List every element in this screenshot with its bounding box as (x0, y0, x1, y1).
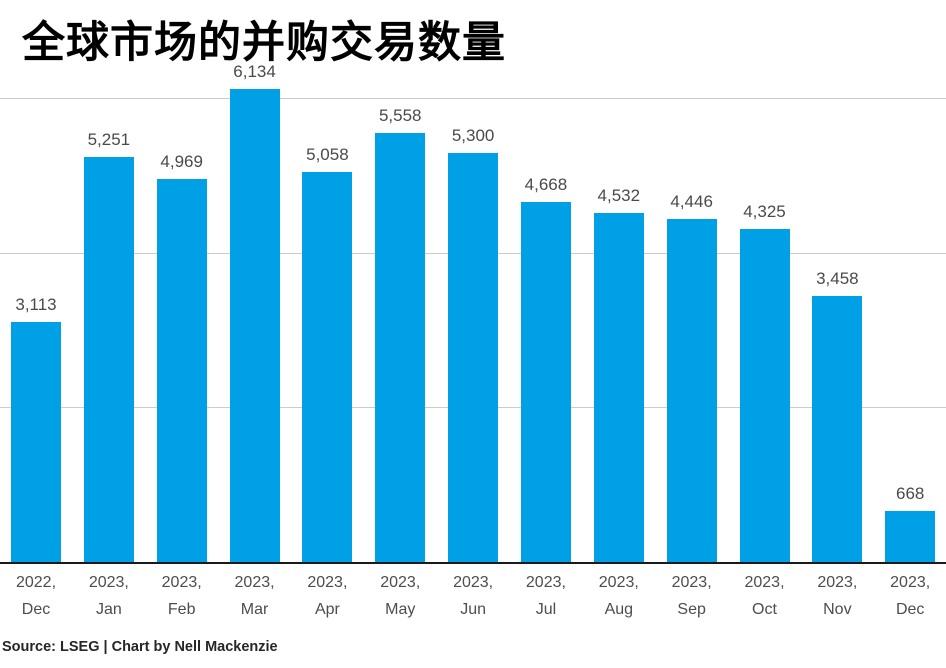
bar-value-label: 4,668 (524, 175, 568, 195)
x-axis-line (0, 562, 946, 564)
x-axis-label: 2023, Aug (598, 574, 639, 618)
bar-2023-apr (302, 172, 353, 563)
bar-2023-mar (229, 88, 280, 563)
bar-2023-feb (156, 178, 207, 563)
x-axis-label: 2023, Oct (744, 574, 785, 618)
bar-2023-jun (448, 153, 499, 563)
bar-2022-dec (11, 322, 61, 563)
bar-value-label: 3,113 (15, 295, 57, 315)
x-axis-label: 2023, Apr (307, 574, 348, 618)
bar-value-label: 5,251 (87, 130, 131, 150)
bar-value-label: 3,458 (816, 268, 859, 288)
x-axis-label: 2023, Nov (817, 574, 858, 618)
chart-title: 全球市场的并购交易数量 (22, 19, 506, 67)
x-axis-label: 2023, Sep (671, 574, 712, 618)
bar-2023-aug (593, 212, 644, 563)
source-credit: Source: LSEG | Chart by Nell Mackenzie (2, 639, 278, 655)
x-axis-label: 2023, Jan (88, 574, 129, 618)
bar-2023-jul (520, 202, 571, 563)
x-axis-label: 2023, Mar (234, 574, 275, 618)
bar-2023-nov (812, 295, 863, 563)
bar-value-label: 4,532 (597, 185, 641, 205)
gridline-6000 (0, 98, 946, 100)
bar-value-label: 5,300 (451, 126, 495, 146)
bar-value-label: 5,558 (378, 106, 422, 126)
bar-value-label: 5,058 (306, 145, 349, 165)
bar-value-label: 4,325 (743, 201, 786, 221)
x-axis-label: 2023, Jul (525, 574, 566, 618)
x-axis-label: 2023, May (380, 574, 421, 618)
bar-2023-jan (83, 157, 134, 563)
x-axis-label: 2023, Feb (161, 574, 202, 618)
x-axis-label: 2023, Dec (890, 574, 931, 618)
bar-value-label: 668 (896, 484, 925, 504)
x-axis-label: 2023, Jun (453, 574, 494, 618)
bar-value-label: 4,969 (160, 151, 203, 171)
x-axis-label: 2022, Dec (15, 574, 57, 618)
bar-2023-sep (666, 219, 717, 563)
bar-value-label: 4,446 (670, 192, 713, 212)
bar-2023-oct (739, 228, 790, 563)
bar-2023-may (375, 133, 426, 563)
bar-value-label: 6,134 (233, 61, 276, 81)
bar-2023-dec (885, 511, 936, 563)
plot-area: 3,113 2022, Dec 5,251 2023, Jan 4,969 2023, Feb 6… (0, 62, 946, 618)
